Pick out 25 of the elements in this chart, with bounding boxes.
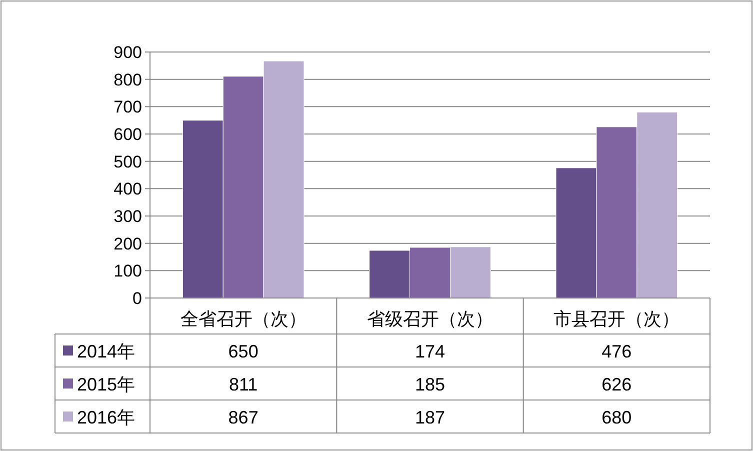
data-label: 811: [228, 374, 258, 394]
y-tick-label: 600: [114, 125, 142, 144]
legend-label: 2015年: [77, 374, 136, 394]
data-label: 174: [414, 342, 446, 362]
y-tick-label: 700: [114, 98, 142, 117]
data-label: 680: [602, 408, 632, 428]
y-tick-label: 500: [114, 152, 142, 172]
data-label: 185: [414, 374, 446, 394]
x-tick-label: 全省召开（次）: [180, 309, 306, 329]
y-tick-label: 900: [114, 43, 142, 62]
data-label: 187: [414, 408, 446, 428]
data-label: 626: [602, 374, 632, 394]
legend-label: 2014年: [77, 342, 136, 362]
x-tick-label: 市县召开（次）: [554, 309, 680, 329]
y-tick-label: 800: [114, 70, 142, 90]
y-tick-label: 400: [114, 180, 142, 199]
y-tick-label: 0: [132, 289, 142, 308]
data-label: 650: [228, 342, 258, 362]
data-label: 867: [228, 408, 258, 428]
y-tick-label: 100: [114, 262, 142, 281]
legend-label: 2016年: [77, 408, 136, 428]
y-tick-label: 300: [114, 207, 142, 226]
x-tick-label: 省级召开（次）: [367, 309, 493, 329]
data-label: 476: [602, 342, 632, 362]
y-tick-label: 200: [114, 234, 142, 254]
